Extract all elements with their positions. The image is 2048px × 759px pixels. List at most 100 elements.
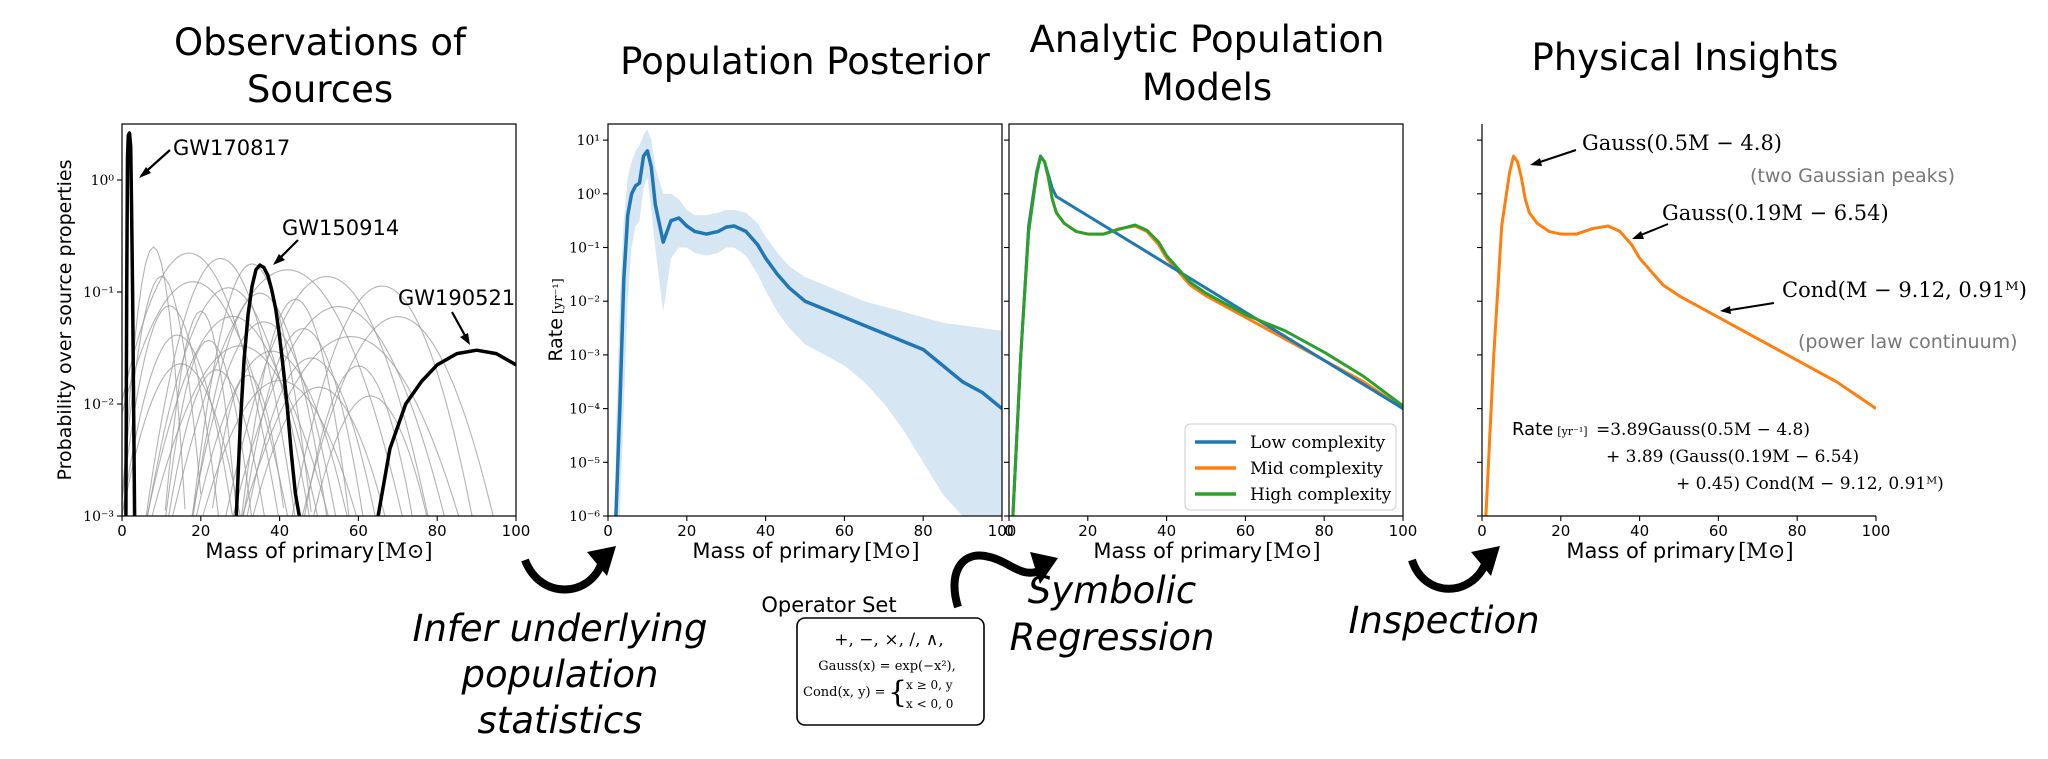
annotation-gw190521: GW190521	[398, 286, 515, 310]
arrowhead-continuum	[1720, 306, 1731, 314]
operator-cond-case1: x ≥ 0, y	[906, 678, 953, 692]
insights-xtick-label: 20	[1551, 522, 1570, 540]
arrowhead-gw150914	[273, 254, 285, 265]
background-event-curve	[151, 345, 329, 516]
curve-gw150914	[234, 263, 302, 516]
insights-xtick-label: 80	[1788, 522, 1807, 540]
arrowhead-peak1	[1530, 158, 1542, 166]
insights-xlabel: Mass of primary [M⊙]	[1566, 539, 1793, 563]
background-event-curve	[241, 336, 460, 516]
title-observations-line1: Observations of	[174, 21, 467, 64]
observations-xtick-label: 60	[349, 522, 368, 540]
background-event-curve	[172, 269, 403, 516]
observations-xtick-label: 40	[270, 522, 289, 540]
posterior-xtick-label: 0	[603, 522, 613, 540]
posterior-xtick-label: 20	[677, 522, 696, 540]
operator-gauss: Gauss(x) = exp(−x²),	[818, 659, 956, 674]
insight-peak1-label: Gauss(0.5M − 4.8)	[1582, 131, 1782, 155]
posterior-xtick-label: 40	[756, 522, 775, 540]
posterior-xlabel: Mass of primary [M⊙]	[692, 539, 919, 563]
analytic-xlabel: Mass of primary [M⊙]	[1093, 539, 1320, 563]
background-event-curve	[232, 306, 445, 516]
background-event-curve	[145, 257, 296, 516]
posterior-axes-frame	[607, 123, 1003, 517]
operator-cond-brace: {	[888, 675, 907, 710]
curve-gw190521	[376, 348, 516, 516]
posterior-median-curve	[614, 149, 1002, 516]
curved-arrow-inspection	[1408, 546, 1500, 593]
posterior-ytick-label: 10⁰	[577, 187, 601, 203]
background-event-curve	[191, 321, 337, 516]
equation-line1: =3.89Gauss(0.5M − 4.8)	[1596, 420, 1810, 440]
posterior-xtick-label: 80	[914, 522, 933, 540]
operator-cond-lhs: Cond(x, y) =	[803, 685, 886, 700]
chart-posterior: 0 20 40 60 80 100 10⁻⁶ 10⁻⁵ 10⁻⁴ 10⁻³ 10⁻² 10⁻¹ 10⁰ 1…	[545, 123, 1017, 563]
insight-continuum-label: Cond(M − 9.12, 0.91ᴹ)	[1782, 278, 2027, 302]
background-event-curve	[313, 395, 428, 516]
step-infer-line1: Infer underlying	[413, 607, 708, 650]
curved-arrow-infer	[521, 546, 616, 594]
observations-ytick-label: 10⁻¹	[83, 285, 114, 301]
arrowhead-gw170817	[139, 167, 151, 178]
analytic-legend: Low complexity Mid complexity High compl…	[1184, 423, 1397, 511]
insight-peak2-label: Gauss(0.19M − 6.54)	[1662, 201, 1889, 225]
posterior-xtick-label: 100	[988, 522, 1017, 540]
arrowhead-gw190521	[460, 333, 470, 345]
insight-peak1-note: (two Gaussian peaks)	[1750, 165, 1955, 187]
operator-set-box	[796, 617, 985, 726]
arrowhead-peak2	[1632, 231, 1644, 239]
observations-ytick-label: 10⁻²	[83, 397, 114, 413]
chart-insights: 0 20 40 60 80 100 Mass of primary [M⊙] Gauss(0…	[1477, 124, 2027, 563]
operator-set: Operator Set +, −, ×, /, ∧, Gauss(x) = e…	[761, 593, 985, 726]
legend-label-low: Low complexity	[1250, 433, 1386, 453]
background-event-curve	[122, 305, 219, 516]
annotation-gw150914: GW150914	[282, 216, 399, 240]
observations-axes-frame	[121, 123, 517, 517]
equation-line2: + 3.89 (Gauss(0.19M − 6.54)	[1606, 447, 1859, 467]
posterior-ytick-label: 10⁻⁶	[569, 509, 600, 525]
rate-equation: Rate [yr⁻¹] =3.89Gauss(0.5M − 4.8) + 3.89…	[1512, 419, 1944, 494]
analytic-xtick-label: 80	[1315, 522, 1334, 540]
title-insights: Physical Insights	[1532, 36, 1839, 79]
analytic-xtick-label: 40	[1157, 522, 1176, 540]
posterior-ytick-label: 10⁻²	[569, 294, 600, 310]
step-symbolic-line2: Regression	[1010, 616, 1215, 659]
curve-gw170817	[124, 131, 137, 516]
insights-xtick-label: 40	[1630, 522, 1649, 540]
background-event-curve	[122, 275, 202, 495]
observations-ylabel: Probability over source properties	[54, 160, 76, 481]
curved-arrow-symbolic	[950, 551, 1058, 609]
step-symbolic-line1: Symbolic	[1028, 569, 1196, 612]
observations-ytick-label: 10⁰	[91, 173, 115, 189]
analytic-curve-high-complexity	[1011, 155, 1403, 516]
arrow-peak1	[1533, 149, 1577, 165]
background-event-curve	[202, 379, 357, 516]
insight-continuum-note: (power law continuum)	[1798, 331, 2018, 353]
posterior-ytick-label: 10⁻³	[569, 348, 600, 364]
observations-xlabel: Mass of primary [M⊙]	[205, 539, 432, 563]
title-observations-line2: Sources	[247, 68, 393, 111]
background-event-curve	[301, 316, 494, 516]
background-event-curve	[252, 386, 386, 516]
legend-label-mid: Mid complexity	[1250, 459, 1383, 479]
insights-xtick-label: 100	[1862, 522, 1891, 540]
title-posterior: Population Posterior	[620, 40, 990, 83]
posterior-credible-band	[615, 129, 1002, 516]
posterior-ylabel: Rate[yr⁻¹]	[545, 278, 567, 361]
insights-rate-curve	[1484, 154, 1876, 516]
background-event-curve	[291, 285, 473, 516]
observations-xtick-label: 0	[117, 522, 127, 540]
chart-observations: 0 20 40 60 80 100 10⁻³ 10⁻² 10⁻¹ 10⁰ Probability …	[54, 123, 530, 563]
background-event-curve	[225, 275, 429, 516]
background-event-curve	[212, 374, 285, 508]
insights-xtick-label: 60	[1709, 522, 1728, 540]
posterior-xtick-label: 60	[835, 522, 854, 540]
background-event-curve	[195, 350, 348, 516]
title-analytic-line2: Models	[1142, 66, 1272, 109]
step-inspection: Inspection	[1348, 599, 1539, 642]
analytic-xtick-label: 60	[1236, 522, 1255, 540]
analytic-xtick-label: 20	[1078, 522, 1097, 540]
background-event-curve	[168, 369, 265, 516]
annotation-gw170817: GW170817	[173, 136, 290, 160]
